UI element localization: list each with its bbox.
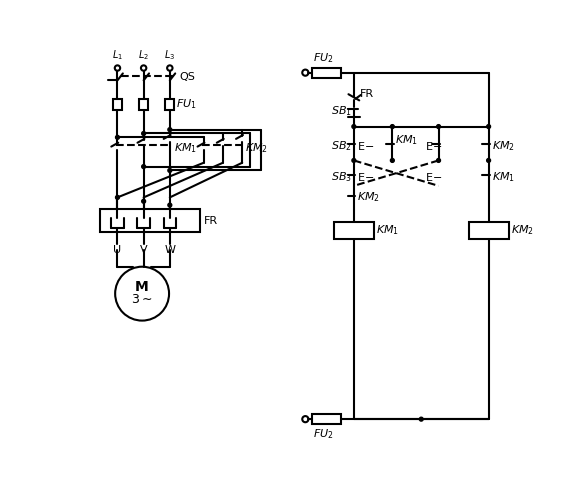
Text: QS: QS <box>179 73 195 82</box>
Text: $FU_2$: $FU_2$ <box>313 427 333 441</box>
Text: $SB_1$: $SB_1$ <box>331 104 352 118</box>
Text: $KM_1$: $KM_1$ <box>175 141 198 155</box>
Text: $KM_2$: $KM_2$ <box>246 141 268 155</box>
Circle shape <box>437 124 440 128</box>
Text: FR: FR <box>204 216 218 225</box>
Text: $KM_1$: $KM_1$ <box>492 170 515 184</box>
Text: $L_2$: $L_2$ <box>138 48 149 62</box>
Circle shape <box>115 135 119 139</box>
Text: $FU_2$: $FU_2$ <box>313 51 333 65</box>
Circle shape <box>419 417 423 421</box>
Text: $KM_1$: $KM_1$ <box>395 133 418 147</box>
Text: $KM_2$: $KM_2$ <box>511 223 534 238</box>
Bar <box>334 222 374 239</box>
Text: $L_3$: $L_3$ <box>164 48 175 62</box>
Text: M: M <box>135 280 149 294</box>
Bar <box>100 209 200 232</box>
Bar <box>469 222 509 239</box>
Text: U: U <box>114 245 122 255</box>
Circle shape <box>168 128 172 131</box>
Circle shape <box>437 158 440 162</box>
Bar <box>165 99 175 110</box>
Text: $KM_1$: $KM_1$ <box>376 223 399 238</box>
Bar <box>312 68 341 77</box>
Text: E$-$: E$-$ <box>357 140 374 152</box>
Circle shape <box>168 169 172 172</box>
Bar <box>139 99 148 110</box>
Text: $L_1$: $L_1$ <box>112 48 123 62</box>
Circle shape <box>115 196 119 199</box>
Bar <box>312 414 341 424</box>
Circle shape <box>352 158 356 162</box>
Text: FR: FR <box>360 89 374 99</box>
Circle shape <box>168 203 172 207</box>
Circle shape <box>486 124 490 128</box>
Circle shape <box>391 124 395 128</box>
Circle shape <box>142 131 146 135</box>
Circle shape <box>142 165 146 169</box>
Circle shape <box>142 199 146 203</box>
Text: $SB_3$: $SB_3$ <box>331 170 352 184</box>
Text: E$-$: E$-$ <box>357 171 374 183</box>
Text: 3$\sim$: 3$\sim$ <box>131 294 153 306</box>
Circle shape <box>352 124 356 128</box>
Text: E$-$: E$-$ <box>425 140 442 152</box>
Circle shape <box>391 158 395 162</box>
Text: $FU_1$: $FU_1$ <box>176 98 197 111</box>
Text: $KM_2$: $KM_2$ <box>492 139 514 153</box>
Text: $SB_2$: $SB_2$ <box>331 139 352 153</box>
Text: W: W <box>164 245 175 255</box>
Text: V: V <box>140 245 147 255</box>
Text: $KM_2$: $KM_2$ <box>357 191 380 204</box>
Bar <box>113 99 122 110</box>
Text: E$-$: E$-$ <box>425 171 442 183</box>
Circle shape <box>486 158 490 162</box>
